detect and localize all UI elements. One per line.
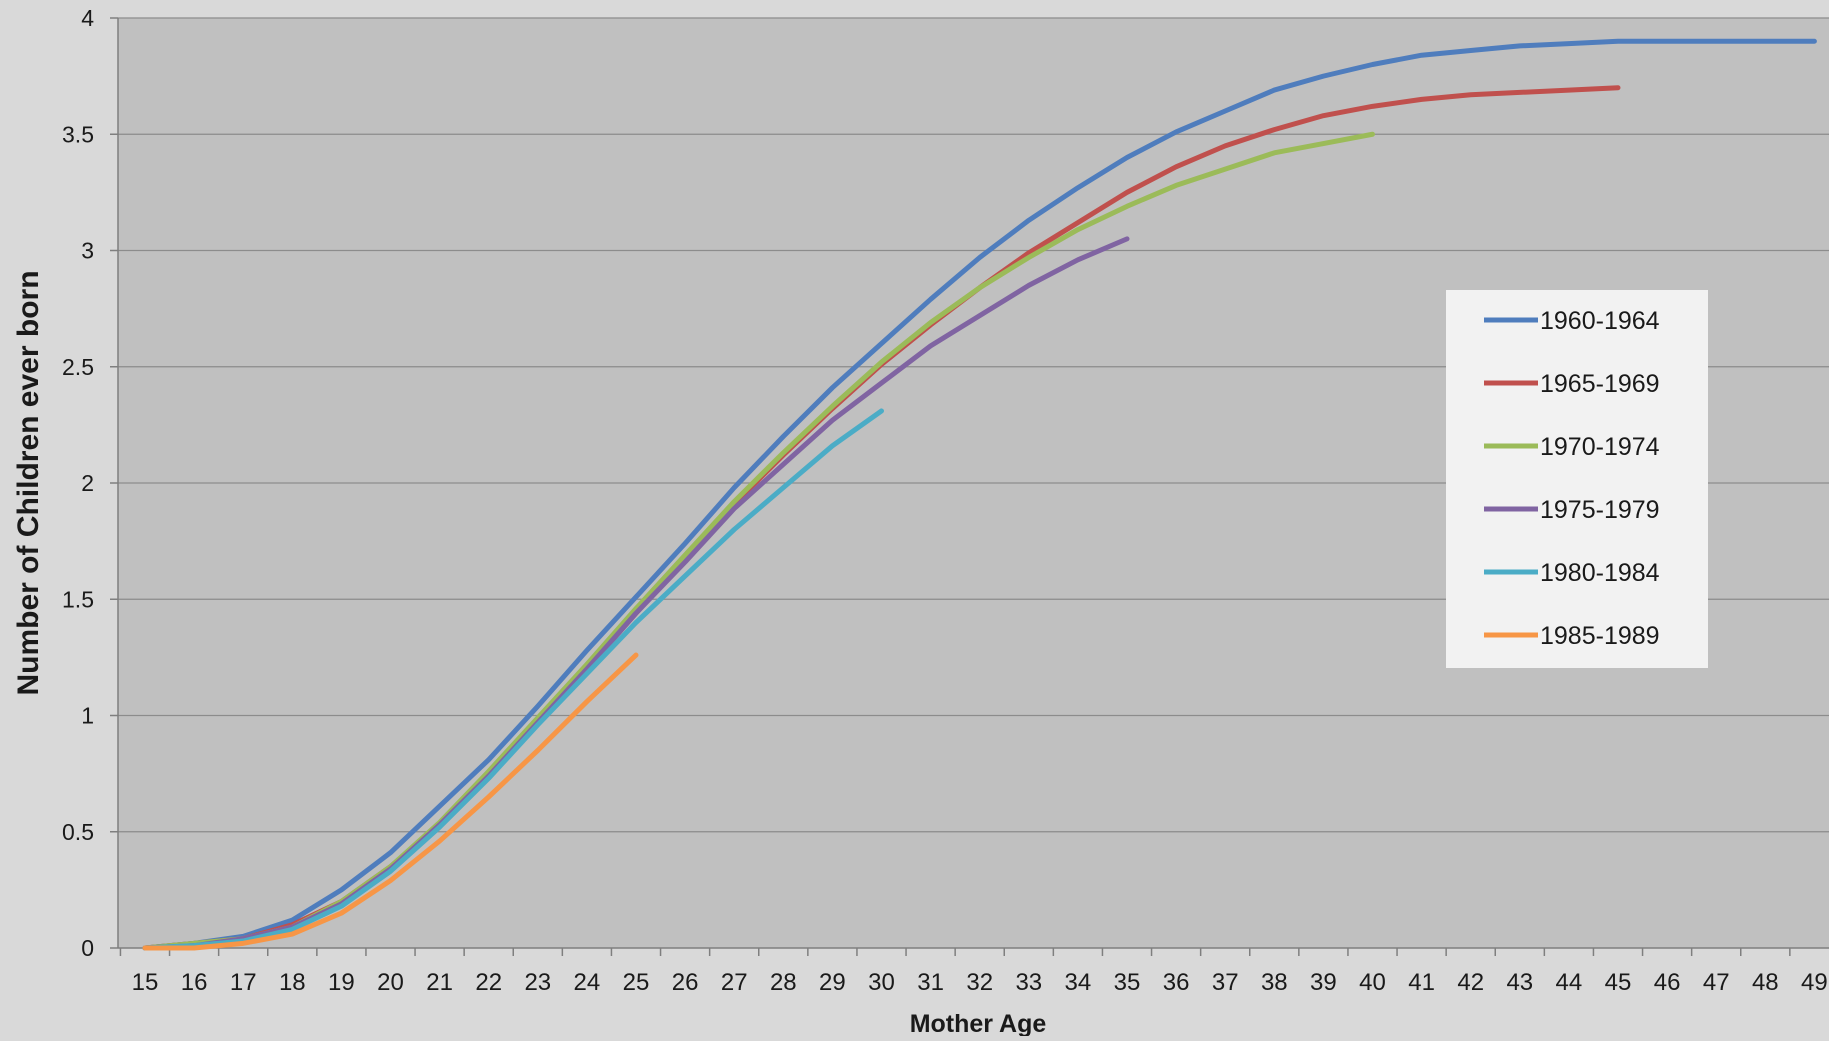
y-axis-title: Number of Children ever born	[12, 270, 45, 695]
x-tick-label: 43	[1506, 969, 1533, 996]
legend-label: 1980-1984	[1540, 559, 1660, 587]
x-tick-label: 16	[181, 969, 208, 996]
gridlines	[118, 17, 1829, 833]
y-tick-label: 4	[81, 5, 94, 31]
x-tick-label: 26	[672, 969, 699, 996]
x-tick-label: 39	[1310, 969, 1337, 996]
x-tick-label: 31	[917, 969, 944, 996]
legend-label: 1970-1974	[1540, 433, 1660, 461]
x-tick-label: 27	[721, 969, 748, 996]
x-tick-label: 17	[230, 969, 257, 996]
legend-box	[1446, 290, 1708, 668]
y-tick-label: 0.5	[62, 819, 94, 845]
x-tick-label: 40	[1359, 969, 1386, 996]
x-tick-label: 18	[279, 969, 306, 996]
axes	[110, 17, 1829, 956]
x-tick-label: 36	[1163, 969, 1190, 996]
x-tick-label: 33	[1015, 969, 1042, 996]
x-axis-title: Mother Age	[910, 1010, 1047, 1036]
x-tick-label: 42	[1457, 969, 1484, 996]
x-tick-label: 49	[1801, 969, 1828, 996]
x-tick-label: 24	[574, 969, 601, 996]
series-line-1960-1964	[142, 38, 1817, 951]
x-tick-label: 30	[868, 969, 895, 996]
series-line-1985-1989	[142, 652, 639, 951]
x-tick-label: 21	[426, 969, 453, 996]
legend-label: 1975-1979	[1540, 496, 1660, 524]
x-tick-labels: 15 16 17 18 19 20 21 22 23 24 25 26 27 28 29 30 31 32 33 34…	[132, 969, 1828, 996]
y-tick-label: 0	[81, 935, 94, 961]
x-tick-label: 22	[475, 969, 502, 996]
x-tick-label: 45	[1605, 969, 1632, 996]
x-tick-label: 28	[770, 969, 797, 996]
x-tick-label: 35	[1114, 969, 1141, 996]
series-line-1980-1984	[142, 408, 884, 951]
y-tick-label: 2.5	[62, 354, 94, 380]
x-tick-label: 37	[1212, 969, 1239, 996]
x-tick-label: 38	[1261, 969, 1288, 996]
x-tick-label: 25	[623, 969, 650, 996]
x-tick-label: 44	[1556, 969, 1583, 996]
y-tick-label: 3	[81, 238, 94, 264]
x-tick-label: 29	[819, 969, 846, 996]
x-tick-label: 47	[1703, 969, 1730, 996]
x-tick-label: 20	[377, 969, 404, 996]
y-tick-label: 1	[81, 703, 94, 729]
legend-label: 1965-1969	[1540, 370, 1660, 398]
y-tick-label: 2	[81, 470, 94, 496]
y-tick-labels: 0 0.5 1 1.5 2 2.5 3 3.5 4	[62, 5, 94, 961]
x-tick-label: 15	[132, 969, 159, 996]
x-tick-label: 23	[524, 969, 551, 996]
legend-label: 1985-1989	[1540, 622, 1660, 650]
legend-label: 1960-1964	[1540, 307, 1660, 335]
legend: 1960-1964 1965-1969 1970-1974 1975-1979 1980…	[1446, 290, 1708, 668]
x-tick-label: 48	[1752, 969, 1779, 996]
x-tick-label: 34	[1065, 969, 1092, 996]
series-lines	[142, 38, 1817, 951]
y-tick-label: 3.5	[62, 121, 94, 147]
x-tick-label: 19	[328, 969, 355, 996]
x-tick-label: 32	[966, 969, 993, 996]
x-tick-label: 46	[1654, 969, 1681, 996]
x-tick-label: 41	[1408, 969, 1435, 996]
y-tick-label: 1.5	[62, 586, 94, 612]
